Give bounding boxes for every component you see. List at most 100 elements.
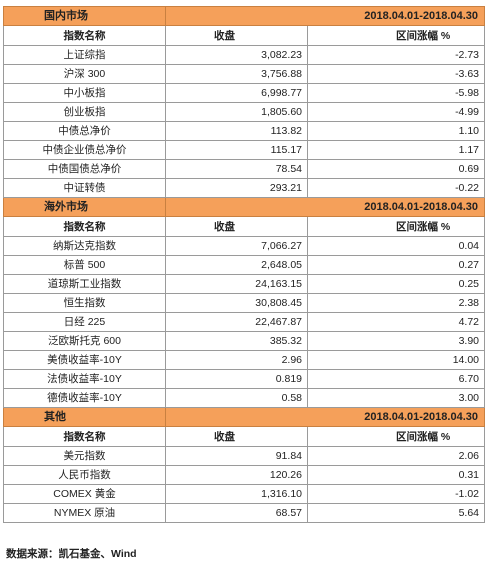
index-change: 0.27: [307, 255, 485, 275]
table-row: 上证综指 3,082.23 -2.73: [3, 45, 485, 65]
index-change: 3.90: [307, 331, 485, 351]
index-close: 0.819: [165, 369, 308, 389]
index-close: 115.17: [165, 140, 308, 160]
index-close: 7,066.27: [165, 236, 308, 256]
table-row: 纳斯达克指数 7,066.27 0.04: [3, 236, 485, 256]
table-row: 中债总净价 113.82 1.10: [3, 121, 485, 141]
index-change: 2.06: [307, 446, 485, 466]
table-row: 道琼斯工业指数 24,163.15 0.25: [3, 274, 485, 294]
index-name: 中证转债: [3, 178, 166, 198]
index-name: 中小板指: [3, 83, 166, 103]
index-name: NYMEX 原油: [3, 503, 166, 523]
index-name: 沪深 300: [3, 64, 166, 84]
section-period: 2018.04.01-2018.04.30: [165, 6, 485, 26]
table-row: 创业板指 1,805.60 -4.99: [3, 102, 485, 122]
market-data-body: 国内市场 2018.04.01-2018.04.30 指数名称 收盘 区间涨幅 % 上证综…: [3, 6, 485, 523]
index-change: 0.25: [307, 274, 485, 294]
index-name: 标普 500: [3, 255, 166, 275]
table-row: 标普 500 2,648.05 0.27: [3, 255, 485, 275]
data-source-note: 数据来源：凯石基金、Wind: [6, 548, 137, 560]
index-name: 中债企业债总净价: [3, 140, 166, 160]
table-row: 法债收益率-10Y 0.819 6.70: [3, 369, 485, 389]
table-row: 泛欧斯托克 600 385.32 3.90: [3, 331, 485, 351]
index-name: 法债收益率-10Y: [3, 369, 166, 389]
index-change: 4.72: [307, 312, 485, 332]
column-header-name: 指数名称: [3, 216, 166, 237]
column-header-row: 指数名称 收盘 区间涨幅 %: [3, 216, 485, 237]
index-name: 恒生指数: [3, 293, 166, 313]
index-close: 2,648.05: [165, 255, 308, 275]
index-change: -1.02: [307, 484, 485, 504]
column-header-row: 指数名称 收盘 区间涨幅 %: [3, 25, 485, 46]
index-change: -4.99: [307, 102, 485, 122]
index-change: 0.04: [307, 236, 485, 256]
table-row: 中债国债总净价 78.54 0.69: [3, 159, 485, 179]
index-name: 美债收益率-10Y: [3, 350, 166, 370]
index-close: 6,998.77: [165, 83, 308, 103]
index-name: 日经 225: [3, 312, 166, 332]
index-change: -3.63: [307, 64, 485, 84]
index-close: 3,756.88: [165, 64, 308, 84]
column-header-change: 区间涨幅 %: [307, 216, 485, 237]
index-change: -5.98: [307, 83, 485, 103]
table-row: COMEX 黄金 1,316.10 -1.02: [3, 484, 485, 504]
index-name: COMEX 黄金: [3, 484, 166, 504]
table-row: 德债收益率-10Y 0.58 3.00: [3, 388, 485, 408]
table-row: 美元指数 91.84 2.06: [3, 446, 485, 466]
index-change: -0.22: [307, 178, 485, 198]
index-close: 293.21: [165, 178, 308, 198]
column-header-change: 区间涨幅 %: [307, 25, 485, 46]
index-change: -2.73: [307, 45, 485, 65]
index-change: 0.31: [307, 465, 485, 485]
index-close: 91.84: [165, 446, 308, 466]
index-change: 6.70: [307, 369, 485, 389]
index-change: 0.69: [307, 159, 485, 179]
market-data-table: 国内市场 2018.04.01-2018.04.30 指数名称 收盘 区间涨幅 % 上证综…: [3, 6, 485, 523]
index-name: 道琼斯工业指数: [3, 274, 166, 294]
index-name: 纳斯达克指数: [3, 236, 166, 256]
index-close: 1,316.10: [165, 484, 308, 504]
table-row: 中证转债 293.21 -0.22: [3, 178, 485, 198]
index-change: 2.38: [307, 293, 485, 313]
index-close: 385.32: [165, 331, 308, 351]
index-close: 113.82: [165, 121, 308, 141]
index-close: 22,467.87: [165, 312, 308, 332]
index-change: 1.10: [307, 121, 485, 141]
table-row: 人民币指数 120.26 0.31: [3, 465, 485, 485]
section-header: 国内市场 2018.04.01-2018.04.30: [3, 6, 485, 26]
index-change: 14.00: [307, 350, 485, 370]
index-change: 3.00: [307, 388, 485, 408]
column-header-close: 收盘: [165, 25, 308, 46]
column-header-name: 指数名称: [3, 426, 166, 447]
index-name: 人民币指数: [3, 465, 166, 485]
index-name: 美元指数: [3, 446, 166, 466]
index-close: 30,808.45: [165, 293, 308, 313]
index-name: 中债总净价: [3, 121, 166, 141]
index-name: 泛欧斯托克 600: [3, 331, 166, 351]
table-row: 美债收益率-10Y 2.96 14.00: [3, 350, 485, 370]
column-header-change: 区间涨幅 %: [307, 426, 485, 447]
index-name: 上证综指: [3, 45, 166, 65]
index-name: 中债国债总净价: [3, 159, 166, 179]
index-name: 德债收益率-10Y: [3, 388, 166, 408]
section-period: 2018.04.01-2018.04.30: [165, 197, 485, 217]
index-close: 2.96: [165, 350, 308, 370]
index-close: 3,082.23: [165, 45, 308, 65]
index-name: 创业板指: [3, 102, 166, 122]
column-header-row: 指数名称 收盘 区间涨幅 %: [3, 426, 485, 447]
section-title: 国内市场: [3, 6, 166, 26]
index-close: 68.57: [165, 503, 308, 523]
section-title: 海外市场: [3, 197, 166, 217]
section-title: 其他: [3, 407, 166, 427]
column-header-name: 指数名称: [3, 25, 166, 46]
table-row: 日经 225 22,467.87 4.72: [3, 312, 485, 332]
table-row: 中小板指 6,998.77 -5.98: [3, 83, 485, 103]
table-row: 恒生指数 30,808.45 2.38: [3, 293, 485, 313]
column-header-close: 收盘: [165, 216, 308, 237]
index-close: 120.26: [165, 465, 308, 485]
table-row: NYMEX 原油 68.57 5.64: [3, 503, 485, 523]
table-row: 中债企业债总净价 115.17 1.17: [3, 140, 485, 160]
index-change: 1.17: [307, 140, 485, 160]
index-close: 24,163.15: [165, 274, 308, 294]
index-change: 5.64: [307, 503, 485, 523]
